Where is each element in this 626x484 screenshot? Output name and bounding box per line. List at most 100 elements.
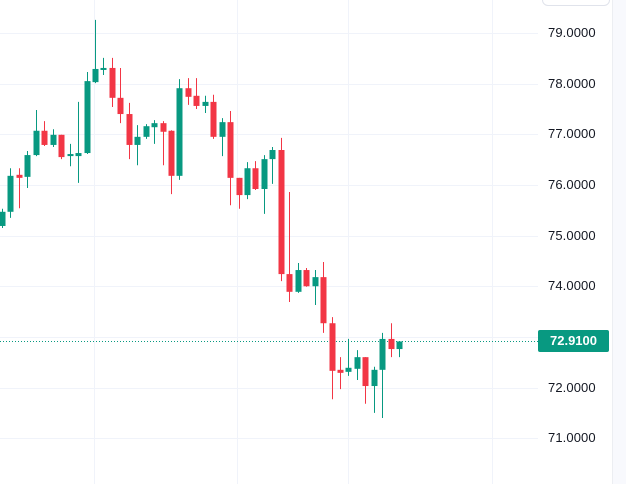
last-price-badge: 72.9100	[538, 330, 609, 353]
candle-down	[185, 78, 192, 105]
candle-body	[84, 81, 91, 154]
candle-body	[58, 134, 65, 158]
candle-body	[92, 68, 99, 83]
candle-up	[75, 101, 82, 183]
price-axis-label: 75.0000	[548, 227, 596, 243]
candle-body	[252, 168, 259, 190]
candle-down	[388, 323, 395, 358]
price-axis-label: 78.0000	[548, 75, 596, 91]
candle-body	[50, 134, 57, 145]
candle-body	[354, 357, 361, 369]
candle-up	[92, 19, 99, 84]
candle-body	[193, 95, 200, 106]
price-axis-label: 76.0000	[548, 176, 596, 192]
candle-body	[117, 97, 124, 115]
right-panel-edge	[612, 0, 626, 484]
candle-body	[168, 130, 175, 176]
candle-body	[109, 67, 116, 98]
candle-body	[379, 338, 386, 370]
candle-down	[337, 357, 344, 390]
candle-up	[33, 109, 40, 157]
candle-down	[109, 57, 116, 107]
candle-down	[227, 111, 234, 206]
candle-body	[278, 150, 285, 275]
candle-down	[168, 130, 175, 195]
candle-body	[185, 88, 192, 97]
candle-body	[236, 177, 243, 196]
candle-body	[75, 153, 82, 157]
candle-up	[143, 124, 150, 139]
candle-body	[329, 323, 336, 371]
candle-down	[329, 317, 336, 400]
candle-up	[219, 118, 226, 157]
candle-body	[388, 338, 395, 350]
candle-up	[100, 57, 107, 76]
candle-up	[24, 151, 31, 188]
candle-body	[210, 101, 217, 137]
candle-body	[295, 270, 302, 292]
candle-body	[244, 168, 251, 196]
candle-up	[7, 168, 14, 218]
candle-body	[151, 123, 158, 128]
candle-down	[320, 261, 327, 333]
candle-body	[7, 175, 14, 212]
candle-down	[160, 121, 167, 166]
candle-body	[371, 369, 378, 387]
candle-body	[320, 277, 327, 324]
candle-body	[312, 277, 319, 287]
candle-down	[252, 161, 259, 191]
candle-body	[345, 367, 352, 372]
candle-body	[100, 67, 107, 70]
candle-body	[24, 155, 31, 177]
candles	[0, 19, 403, 418]
candle-up	[0, 208, 6, 229]
candle-up	[151, 120, 158, 144]
candle-up	[379, 332, 386, 418]
candle-down	[41, 121, 48, 146]
candle-body	[0, 211, 6, 226]
candle-body	[67, 154, 74, 157]
candle-body	[303, 270, 310, 287]
candle-body	[362, 357, 369, 387]
candle-up	[176, 79, 183, 180]
candle-up	[295, 262, 302, 293]
candle-body	[176, 88, 183, 176]
candle-body	[33, 130, 40, 156]
candle-up	[396, 340, 403, 358]
candle-up	[50, 129, 57, 147]
candle-body	[269, 150, 276, 160]
candle-up	[67, 143, 74, 167]
candle-up	[261, 155, 268, 214]
candle-up	[312, 270, 319, 305]
candle-body	[227, 122, 234, 178]
candle-body	[126, 114, 133, 145]
candle-down	[210, 94, 217, 139]
candle-body	[337, 369, 344, 373]
candle-down	[362, 357, 369, 404]
candle-down	[236, 177, 243, 209]
candle-down	[278, 137, 285, 282]
candle-body	[160, 123, 167, 132]
candle-down	[58, 134, 65, 160]
candle-up	[371, 366, 378, 413]
candle-down	[126, 102, 133, 160]
candle-up	[202, 95, 209, 114]
price-axis-label: 77.0000	[548, 126, 596, 142]
candle-up	[354, 350, 361, 380]
candle-body	[219, 122, 226, 137]
candle-up	[269, 146, 276, 184]
candle-down	[117, 67, 124, 124]
price-axis-label: 79.0000	[548, 25, 596, 40]
price-axis-label: 74.0000	[548, 278, 596, 294]
candle-body	[41, 130, 48, 145]
candle-down	[193, 78, 200, 109]
candle-body	[261, 159, 268, 190]
grid-lines	[0, 0, 538, 484]
candle-down	[303, 268, 310, 287]
candle-body	[16, 174, 23, 178]
candle-up	[134, 125, 141, 166]
candle-up	[345, 338, 352, 376]
axis-top-control[interactable]	[542, 0, 610, 6]
